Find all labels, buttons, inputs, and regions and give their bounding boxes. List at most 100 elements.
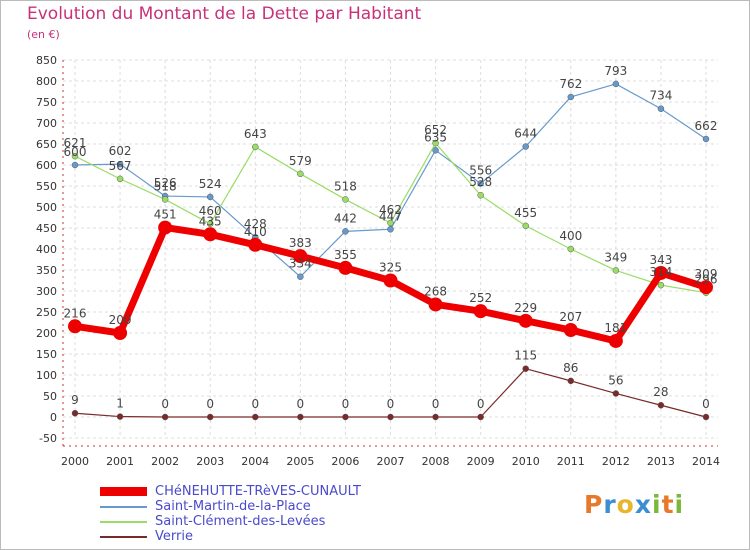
x-tick-label: 2011 [557,455,585,468]
logo-letter: t [661,490,675,519]
data-point [342,413,349,421]
data-label: 635 [424,130,447,144]
data-label: 0 [477,397,485,411]
data-label: 400 [559,229,582,243]
legend-item-saint-clement: Saint-Clément-des-Levées [100,514,361,529]
data-point [518,313,533,328]
data-point [293,249,308,264]
line-chart: -500501001502002503003504004505005506006… [36,54,720,468]
data-point [206,220,214,228]
x-tick-label: 2001 [106,455,134,468]
data-point [612,390,620,397]
data-point [116,175,124,183]
data-label: 216 [64,306,87,320]
data-label: 644 [514,127,537,141]
data-point [612,80,620,88]
data-point [71,161,79,169]
x-tick-label: 2005 [286,455,314,468]
data-label: 460 [199,204,222,218]
data-point [432,139,439,147]
data-label: 28 [653,385,668,399]
data-point [248,237,263,252]
data-point [477,413,484,421]
data-label: 518 [334,179,357,193]
y-tick-label: 550 [36,180,57,193]
data-label: 0 [342,397,350,411]
y-tick-label: 750 [36,96,57,109]
data-label: 556 [469,163,492,177]
data-label: 229 [514,301,537,315]
data-point [158,220,173,235]
legend-swatch-saint-clement [100,520,147,523]
data-label: 314 [649,265,672,279]
x-tick-label: 2004 [241,455,269,468]
legend-label-saint-clement: Saint-Clément-des-Levées [155,514,326,529]
data-label: 528 [469,175,492,189]
y-tick-label: 300 [36,285,57,298]
data-label: 621 [64,136,87,150]
x-tick-label: 2010 [512,455,540,468]
data-label: 343 [649,253,672,267]
legend-swatch-chenehutte [100,487,147,496]
proxiti-logo: Proxiti [584,490,684,519]
y-tick-label: 0 [50,411,57,424]
data-point [113,326,128,340]
data-point [203,227,218,242]
data-label: 383 [289,236,312,250]
y-tick-label: 450 [36,222,57,235]
logo-letter: x [634,490,652,519]
legend: CHéNEHUTTE-TRèVES-CUNAULT Saint-Martin-d… [100,484,361,544]
data-point [657,401,665,409]
y-tick-label: 200 [36,327,57,340]
data-point [699,280,713,295]
data-label: 428 [244,217,267,231]
data-point [567,377,575,385]
logo-letter: r [603,490,617,519]
data-point [387,226,394,233]
data-label: 762 [559,77,582,91]
x-tick-label: 2000 [61,455,89,468]
data-label: 0 [387,397,395,411]
data-point [657,281,665,289]
legend-label-saint-martin: Saint-Martin-de-la-Place [155,499,311,514]
data-label: 325 [379,261,402,275]
data-point [161,196,169,203]
y-tick-label: 650 [36,138,57,151]
data-label: 652 [424,123,447,137]
data-point [71,409,79,417]
data-point [342,228,349,235]
data-label: 296 [695,273,718,287]
data-label: 9 [71,393,79,407]
x-tick-label: 2014 [692,455,720,468]
y-tick-label: -50 [39,432,57,445]
x-tick-label: 2012 [602,455,630,468]
data-point [383,273,398,288]
data-label: 524 [199,177,222,191]
data-point [68,319,82,334]
data-point [608,333,623,348]
data-label: 410 [244,225,267,239]
x-tick-label: 2013 [647,455,675,468]
logo-letter: i [674,490,685,519]
data-label: 309 [695,267,718,281]
data-label: 451 [154,208,177,222]
y-tick-label: 800 [36,75,57,88]
legend-item-saint-martin: Saint-Martin-de-la-Place [100,499,361,514]
legend-label-chenehutte: CHéNEHUTTE-TRèVES-CUNAULT [155,484,362,499]
data-point [206,193,214,201]
y-tick-label: 700 [36,117,57,130]
data-point [702,413,710,421]
y-tick-label: 350 [36,264,57,277]
data-point [567,93,575,101]
unit-label: (en €) [27,28,60,41]
data-point [653,265,668,280]
data-point [297,413,304,421]
data-point [477,191,484,199]
data-label: 86 [563,361,578,375]
data-point [567,245,575,253]
data-point [297,273,304,280]
data-point [116,413,124,420]
chart-title: Evolution du Montant de la Dette par Hab… [27,4,422,24]
data-label: 334 [289,257,312,271]
legend-swatch-verrie [100,535,147,538]
